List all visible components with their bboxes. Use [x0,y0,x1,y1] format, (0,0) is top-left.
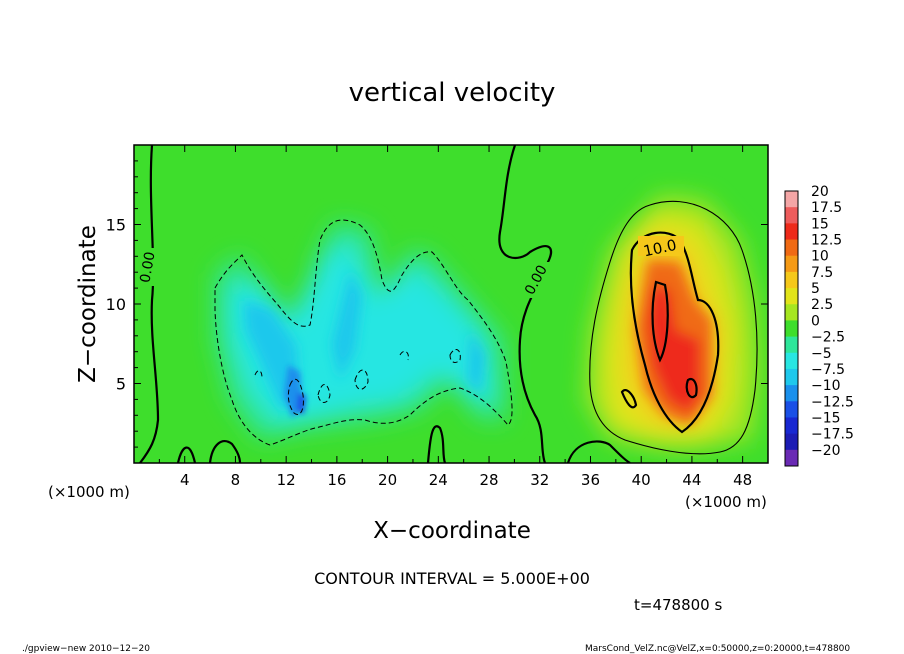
heatmap-field [134,145,768,463]
x-tick-label: 48 [733,471,752,489]
colorbar-swatch [785,255,798,273]
colorbar-swatch [785,271,798,289]
y-axis: 5 10 15 [106,160,768,448]
colorbar-swatch [785,239,798,257]
x-tick-label: 44 [682,471,701,489]
y-axis-label: Z−coordinate [75,225,101,383]
colorbar-swatch [785,401,798,418]
x-tick-label: 12 [277,471,296,489]
x-axis-unit-left: (×1000 m) [48,483,130,501]
y-tick-label: 5 [116,375,126,394]
colorbar-swatch [785,191,798,208]
contour-label: 0.00 [137,251,158,284]
colorbar-label: 7.5 [811,265,833,281]
chart-title: vertical velocity [349,78,556,108]
colorbar-label: −12.5 [811,394,854,410]
colorbar-swatch [785,320,798,338]
colorbar: 2017.51512.5107.552.50−2.5−5−7.5−10−12.5… [784,184,854,467]
x-tick-label: 40 [632,471,651,489]
colorbar-swatch [785,352,798,370]
colorbar-label: 12.5 [811,233,842,249]
colorbar-swatch [785,336,798,354]
contour-interval-text: CONTOUR INTERVAL = 5.000E+00 [314,569,590,588]
x-tick-label: 8 [231,471,241,489]
x-tick-label: 16 [327,471,346,489]
footer-right: MarsCond_VelZ.nc@VelZ,x=0:50000,z=0:2000… [585,644,850,654]
colorbar-swatch [785,207,798,224]
colorbar-label: −17.5 [811,427,854,443]
x-tick-label: 28 [479,471,498,489]
colorbar-swatch [785,288,798,305]
x-axis: 4 8 12 16 20 24 28 32 36 40 44 48 [158,145,752,489]
colorbar-label: 5 [811,281,820,297]
colorbar-label: 2.5 [811,297,833,313]
colorbar-swatch [785,449,798,467]
colorbar-label: −5 [811,346,832,362]
x-axis-unit-right: (×1000 m) [685,493,767,511]
colorbar-label: 17.5 [811,200,842,216]
time-stamp: t=478800 s [634,596,722,614]
colorbar-swatch [785,304,798,321]
y-tick-label: 15 [106,216,126,235]
colorbar-swatch [785,433,798,451]
colorbar-label: −2.5 [811,330,845,346]
colorbar-label: −15 [811,410,841,426]
colorbar-label: 0 [811,313,820,329]
colorbar-swatch [785,385,798,402]
x-tick-label: 32 [530,471,549,489]
footer-left: ./gpview−new 2010−12−20 [22,644,150,654]
x-tick-label: 24 [429,471,448,489]
colorbar-swatch [785,223,798,241]
colorbar-label: −20 [811,443,841,459]
y-tick-label: 10 [106,295,126,314]
colorbar-label: −10 [811,378,841,394]
contour-labels: 0.00 0.00 10.0 [137,236,684,298]
x-tick-label: 36 [581,471,600,489]
colorbar-label: 20 [811,184,829,200]
x-tick-label: 4 [180,471,190,489]
colorbar-swatch [785,368,798,386]
colorbar-frame [784,190,799,467]
colorbar-label: 10 [811,249,829,265]
x-tick-label: 20 [378,471,397,489]
colorbar-swatch [785,417,798,435]
colorbar-label: −7.5 [811,362,845,378]
colorbar-label: 15 [811,216,829,232]
x-axis-label: X−coordinate [373,518,531,544]
